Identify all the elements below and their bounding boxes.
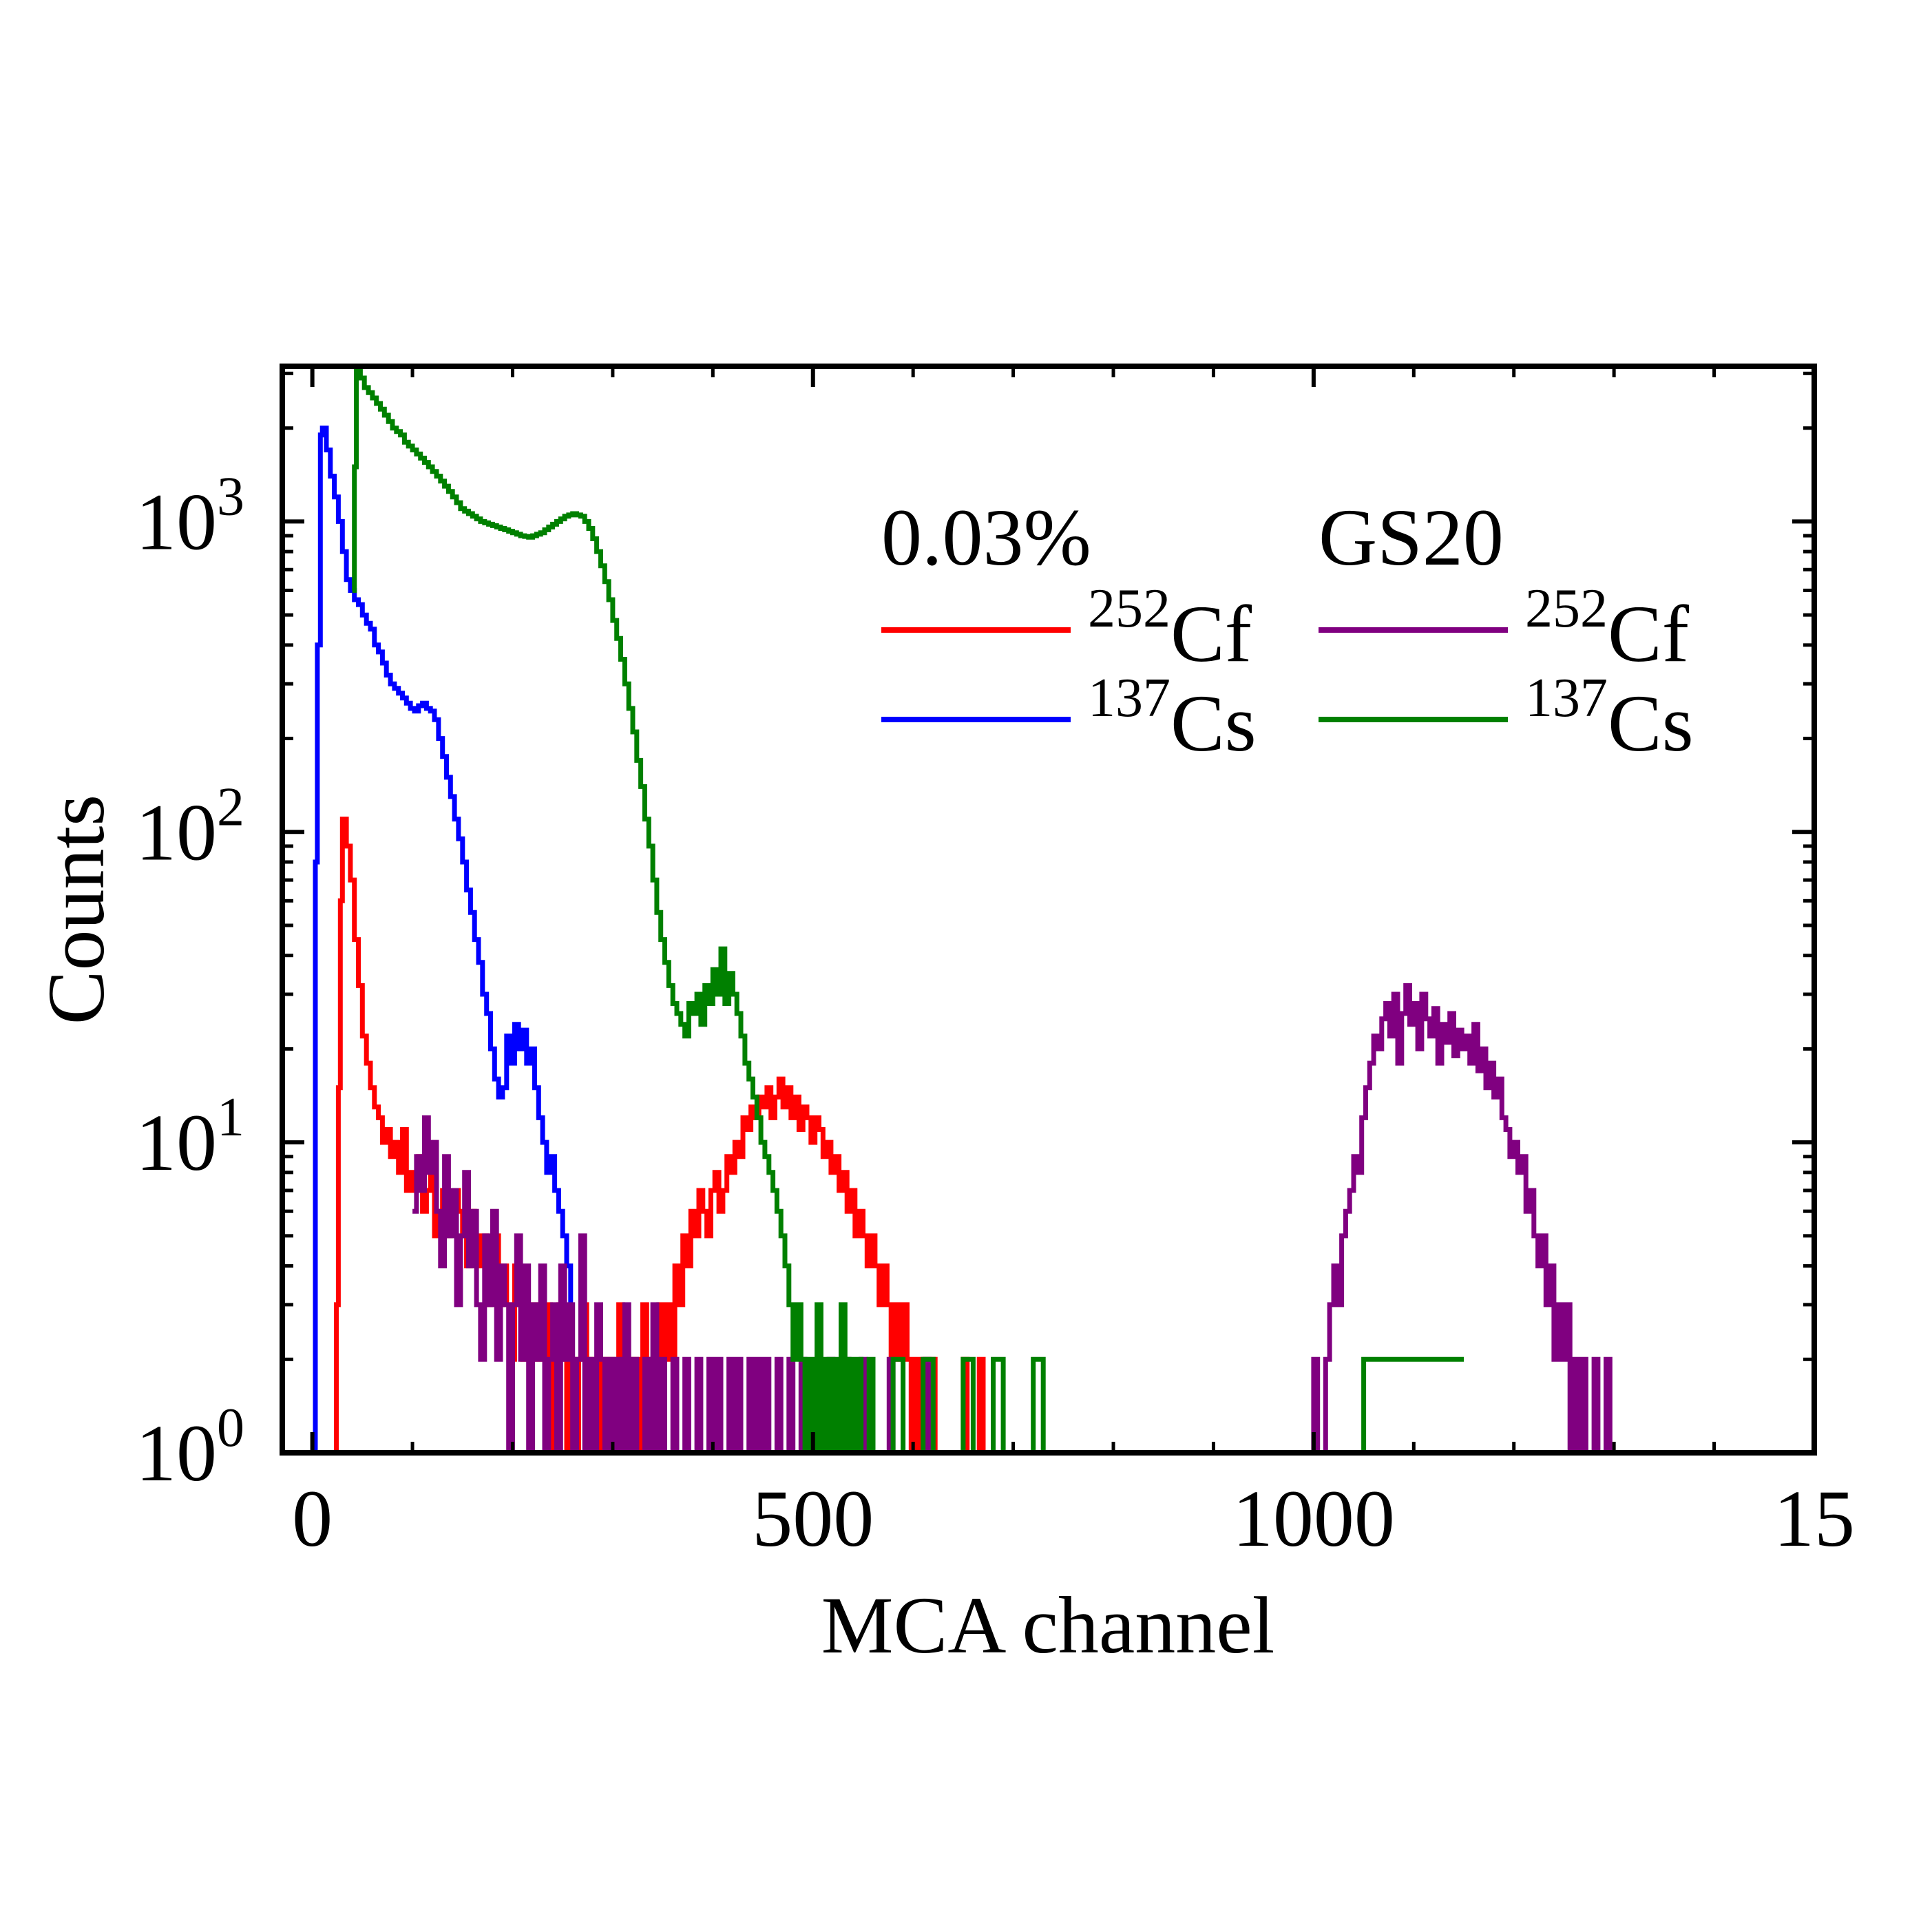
legend-isotope-symbol: Cs — [1170, 678, 1257, 768]
x-axis-title: MCA channel — [821, 1580, 1275, 1670]
legend-isotope-symbol: Cs — [1608, 678, 1694, 768]
series-line-3 — [352, 366, 1464, 1453]
legend-isotope-mass: 137 — [1088, 668, 1170, 728]
x-tick-label: 0 — [292, 1473, 333, 1564]
legend-label: 252Cf — [1525, 578, 1690, 679]
y-tick-exponent: 2 — [217, 777, 244, 837]
series-line-1 — [312, 426, 574, 1453]
series-layer — [312, 366, 1615, 1453]
y-tick-base: 10 — [136, 1098, 217, 1188]
legend-isotope-mass: 252 — [1088, 578, 1170, 639]
legend-isotope-symbol: Cf — [1608, 589, 1690, 679]
x-tick-label: 1000 — [1232, 1473, 1395, 1564]
series-line-2 — [412, 983, 1615, 1453]
y-axis-title: Counts — [31, 795, 121, 1025]
legend-group-header: 0.03% — [881, 492, 1091, 582]
y-tick-base: 10 — [136, 1408, 217, 1498]
series-line-0 — [334, 817, 996, 1453]
y-tick-label: 100 — [136, 1398, 244, 1498]
legend-isotope-symbol: Cf — [1170, 589, 1252, 679]
legend-isotope-mass: 137 — [1525, 668, 1608, 728]
y-tick-label: 101 — [136, 1087, 244, 1188]
y-tick-exponent: 3 — [217, 466, 244, 527]
y-tick-label: 102 — [136, 777, 244, 877]
y-tick-base: 10 — [136, 476, 217, 567]
x-tick-label: 15 — [1774, 1473, 1855, 1564]
legend-label: 252Cf — [1088, 578, 1252, 679]
legend-group-header: GS20 — [1319, 492, 1504, 582]
y-tick-base: 10 — [136, 787, 217, 877]
legend-label: 137Cs — [1088, 668, 1257, 768]
y-tick-exponent: 0 — [217, 1398, 244, 1458]
legend-label: 137Cs — [1525, 668, 1694, 768]
x-tick-label: 500 — [752, 1473, 874, 1564]
plot-frame — [280, 364, 1817, 1456]
y-tick-label: 103 — [136, 466, 244, 567]
y-tick-exponent: 1 — [217, 1087, 244, 1148]
legend-isotope-mass: 252 — [1525, 578, 1608, 639]
